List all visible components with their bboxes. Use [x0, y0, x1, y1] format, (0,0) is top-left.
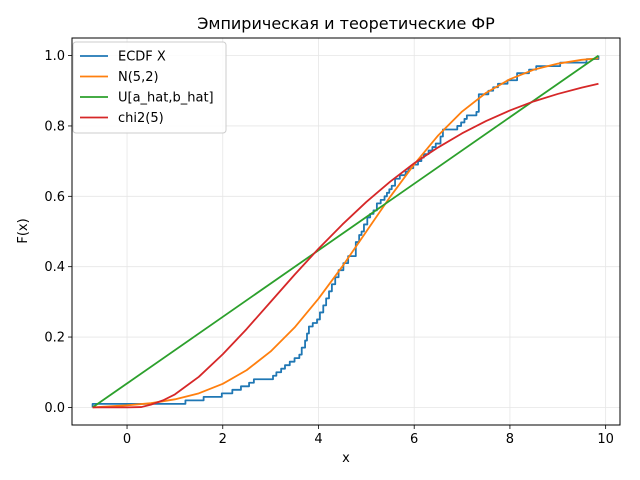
x-axis-label: x — [342, 451, 350, 466]
ticks: 0 2 4 6 8 10 0.0 0.2 0.4 0.6 0.8 1.0 — [44, 49, 614, 447]
x-tick-label: 8 — [506, 432, 514, 447]
y-tick-label: 0.4 — [44, 260, 65, 275]
x-tick-label: 10 — [597, 432, 614, 447]
legend-label: chi2(5) — [118, 111, 164, 126]
series-line-u-a-hat-b-hat — [92, 54, 599, 409]
legend: ECDF X N(5,2) U[a_hat,b_hat] chi2(5) — [72, 41, 227, 134]
plot-frame — [71, 37, 621, 426]
legend-label: ECDF X — [118, 50, 166, 65]
y-tick-label: 0.8 — [44, 119, 65, 134]
legend-label: U[a_hat,b_hat] — [118, 91, 214, 106]
x-tick-label: 6 — [410, 432, 418, 447]
chart-title: Эмпирическая и теоретические ФР — [197, 14, 495, 33]
x-tick-label: 0 — [123, 432, 131, 447]
series-line-n-5-2 — [92, 57, 599, 409]
y-tick-label: 0.6 — [44, 190, 65, 205]
y-tick-label: 0.2 — [44, 331, 65, 346]
y-tick-label: 0.0 — [44, 401, 65, 416]
series-layer — [91, 54, 600, 409]
x-tick-label: 4 — [314, 432, 322, 447]
legend-box — [72, 41, 227, 134]
grid — [72, 38, 620, 425]
series-line-chi2-5 — [92, 82, 599, 409]
y-axis-label: F(x) — [16, 218, 31, 243]
legend-label: N(5,2) — [118, 70, 159, 85]
x-tick-label: 2 — [219, 432, 227, 447]
y-tick-label: 1.0 — [44, 49, 65, 64]
